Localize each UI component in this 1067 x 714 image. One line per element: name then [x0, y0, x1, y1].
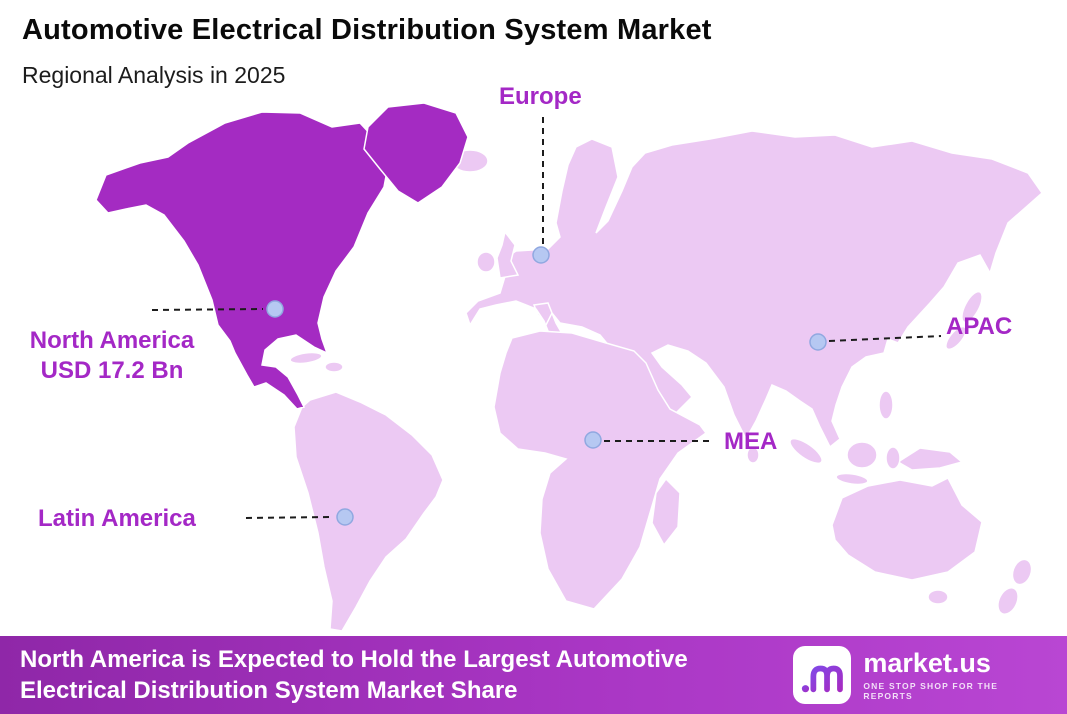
japan-south — [945, 325, 967, 351]
tasmania — [927, 589, 949, 605]
land-highlighted — [95, 102, 469, 410]
region-markers — [266, 246, 827, 526]
japan-north — [961, 290, 983, 324]
leader-lines — [151, 117, 942, 519]
marker-apac — [809, 333, 827, 351]
south-america-region — [293, 391, 444, 632]
region-label-mea: MEA — [724, 428, 778, 455]
region-label-latin-america: Latin America — [38, 505, 196, 532]
hispaniola — [324, 361, 344, 373]
region-value-north-america: USD 17.2 Bn — [40, 357, 184, 384]
eurasia-region — [465, 130, 1043, 449]
madagascar — [651, 477, 681, 547]
region-label-north-america: North America USD 17.2 Bn — [14, 326, 210, 386]
footer-headline: North America is Expected to Hold the La… — [20, 645, 688, 704]
sri-lanka — [746, 446, 760, 464]
sumatra — [789, 437, 823, 465]
new-guinea — [896, 447, 964, 471]
new-zealand-north — [1011, 558, 1033, 586]
brand-block: market.us ONE STOP SHOP FOR THE REPORTS — [793, 646, 1067, 704]
marker-latin-america — [336, 508, 354, 526]
market-us-logo-icon — [802, 665, 844, 693]
marker-europe — [532, 246, 550, 264]
marker-north-america — [266, 300, 284, 318]
cuba — [289, 351, 323, 365]
region-label-apac: APAC — [946, 313, 1013, 340]
footer-bar: North America is Expected to Hold the La… — [0, 636, 1067, 714]
world-map — [95, 102, 1043, 632]
brand-name: market.us — [863, 647, 991, 678]
greenland-region — [363, 102, 469, 204]
sulawesi — [885, 446, 901, 470]
australia-region — [831, 476, 983, 581]
page-title: Automotive Electrical Distribution Syste… — [22, 14, 712, 46]
brand-tagline: ONE STOP SHOP FOR THE REPORTS — [863, 680, 999, 701]
new-zealand-south — [997, 587, 1019, 615]
java — [835, 472, 869, 486]
page-subtitle: Regional Analysis in 2025 — [22, 62, 286, 88]
leader-line-north-america — [151, 308, 264, 311]
brand-logo — [793, 646, 852, 704]
marker-mea — [584, 431, 602, 449]
world-map-container — [0, 95, 1067, 636]
leader-line-apac — [828, 335, 942, 342]
leader-line-latin-america — [245, 516, 334, 519]
land-light — [289, 130, 1043, 632]
ireland — [476, 251, 496, 273]
borneo — [846, 441, 878, 469]
region-label-europe: Europe — [499, 83, 582, 110]
region-label-north-america-name: North America — [29, 327, 195, 354]
brand-text: market.us ONE STOP SHOP FOR THE REPORTS — [863, 647, 1049, 701]
britain — [496, 230, 520, 279]
philippines — [878, 390, 894, 420]
africa-region — [493, 330, 708, 610]
north-america-region — [95, 111, 391, 410]
